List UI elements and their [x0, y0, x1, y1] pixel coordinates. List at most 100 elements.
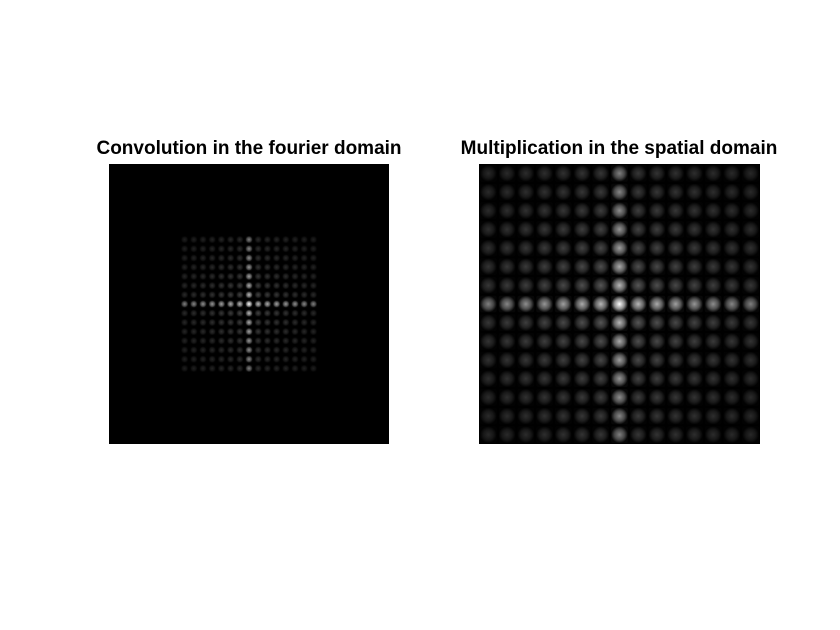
lobe — [498, 258, 516, 275]
lobe — [190, 346, 198, 354]
lobe — [536, 258, 553, 275]
lobe — [282, 318, 290, 326]
lobe — [181, 254, 189, 262]
lobe — [480, 389, 497, 406]
lobe — [704, 258, 722, 275]
lobe — [517, 183, 535, 201]
lobe — [517, 202, 535, 219]
lobe — [181, 291, 189, 299]
lobe — [199, 291, 207, 299]
lobe — [686, 221, 703, 238]
lobe — [536, 351, 553, 369]
lobe — [300, 282, 308, 290]
lobe — [190, 318, 198, 326]
lobe — [282, 328, 290, 336]
lobe — [742, 370, 759, 387]
lobe — [199, 245, 207, 253]
lobe — [263, 318, 271, 326]
lobe — [723, 389, 741, 406]
lobe — [263, 236, 271, 244]
lobe — [300, 318, 308, 326]
lobe — [236, 272, 244, 280]
lobe — [648, 202, 666, 219]
lobe — [199, 364, 207, 372]
lobe — [181, 346, 189, 354]
lobe — [742, 333, 759, 350]
lobe — [300, 355, 308, 363]
lobe — [723, 333, 741, 350]
lobe — [554, 165, 572, 182]
lobe — [245, 337, 253, 345]
lobe — [723, 277, 741, 294]
lobe — [554, 407, 572, 425]
lobe — [227, 328, 235, 336]
lobe — [254, 245, 262, 253]
lobe — [273, 346, 281, 354]
lobe — [704, 314, 722, 331]
lobe — [227, 337, 235, 345]
lobe — [309, 245, 317, 253]
lobe — [300, 254, 308, 262]
lobe — [254, 300, 262, 308]
lobe — [190, 272, 198, 280]
lobe — [554, 183, 572, 201]
lobe — [227, 254, 235, 262]
lobe — [227, 318, 235, 326]
lobe — [199, 337, 207, 345]
lobe — [573, 426, 591, 443]
lobe — [498, 351, 516, 369]
lobe — [480, 333, 497, 350]
lobe — [245, 236, 253, 244]
lobe — [199, 263, 207, 271]
lobe — [517, 277, 535, 294]
lobe — [480, 295, 497, 313]
lobe — [667, 221, 684, 238]
lobe — [573, 202, 591, 219]
lobe — [742, 239, 759, 257]
lobe — [300, 346, 308, 354]
lobe — [227, 309, 235, 317]
lobe — [217, 254, 225, 262]
lobe — [742, 351, 759, 369]
lobe — [554, 370, 572, 387]
lobe — [536, 389, 553, 406]
lobe — [291, 254, 299, 262]
lobe — [300, 236, 308, 244]
lobe — [611, 277, 628, 294]
lobe — [723, 314, 741, 331]
lobe — [263, 355, 271, 363]
lobe — [217, 300, 225, 308]
lobe — [629, 351, 647, 369]
lobe — [300, 300, 308, 308]
lobe — [263, 328, 271, 336]
lobe — [309, 346, 317, 354]
lobe — [309, 254, 317, 262]
lobe — [254, 337, 262, 345]
lobe — [629, 426, 647, 443]
lobe — [217, 355, 225, 363]
lobe — [648, 314, 666, 331]
lobe — [554, 202, 572, 219]
lobe — [236, 263, 244, 271]
lobe — [227, 346, 235, 354]
lobe — [236, 309, 244, 317]
lobe — [517, 407, 535, 425]
lobe — [199, 236, 207, 244]
lobe — [592, 202, 610, 219]
lobe — [282, 300, 290, 308]
lobe — [742, 165, 759, 182]
lobe — [629, 370, 647, 387]
lobe — [704, 165, 722, 182]
lobe — [704, 370, 722, 387]
lobe — [667, 202, 684, 219]
lobe — [245, 272, 253, 280]
lobe — [309, 318, 317, 326]
lobe — [592, 239, 610, 257]
lobe — [667, 407, 684, 425]
lobe — [592, 389, 610, 406]
lobe — [273, 364, 281, 372]
lobe — [273, 263, 281, 271]
lobe — [245, 291, 253, 299]
lobe — [554, 258, 572, 275]
lobe — [686, 202, 703, 219]
